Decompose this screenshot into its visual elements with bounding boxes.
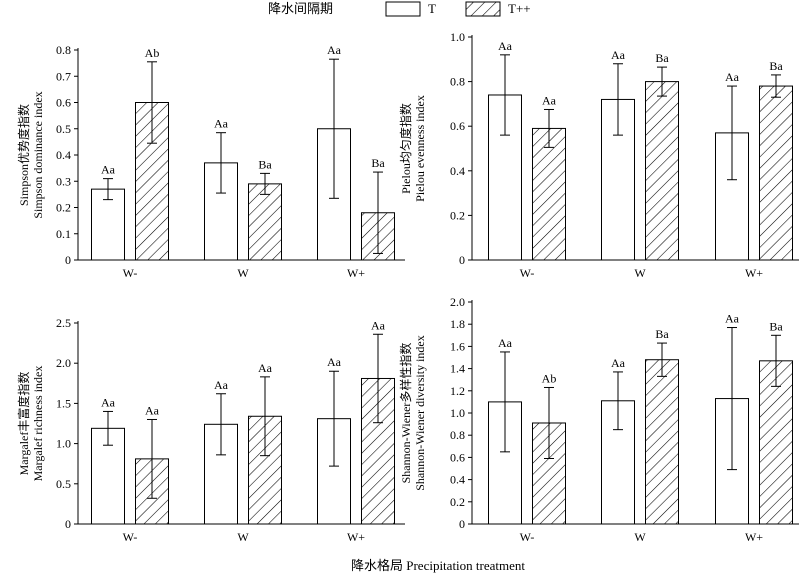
y-tick-label: 0.6	[56, 96, 71, 110]
legend-label-t: T	[428, 1, 436, 16]
y-tick-label: 2.0	[450, 295, 465, 309]
significance-label: Aa	[214, 117, 229, 131]
y-tick-label: 0.4	[450, 164, 465, 178]
legend-swatch-t	[385, 1, 421, 17]
y-tick-label: 2.0	[56, 356, 71, 370]
y-axis-label: Shannon-Wiener diversity index	[413, 335, 427, 490]
significance-label: Aa	[145, 403, 160, 417]
chart-panel-top-right: 0 0.2 0.4 0.6 0.8 1.0 Pielou均匀度指数 Pielou evenne…	[398, 30, 799, 280]
x-tick-label: W	[634, 530, 646, 544]
significance-label: Ba	[769, 59, 783, 73]
y-tick-label: 1.6	[450, 339, 465, 353]
y-axis-label: Simpson优势度指数	[16, 104, 31, 206]
significance-label: Ab	[542, 371, 557, 385]
y-tick-label: 0.4	[450, 473, 465, 487]
legend-title: 降水间隔期	[268, 1, 333, 16]
y-tick-label: 2.5	[56, 316, 71, 330]
y-axis-label: Margalef richness index	[31, 366, 45, 482]
bar-tpp	[645, 81, 679, 261]
significance-label: Aa	[327, 355, 342, 369]
x-tick-label: W+	[347, 530, 365, 544]
x-tick-label: W-	[123, 266, 138, 280]
significance-label: Aa	[498, 39, 513, 53]
bar-tpp	[759, 85, 793, 261]
y-tick-label: 0.8	[450, 75, 465, 89]
y-tick-label: 1.0	[450, 30, 465, 44]
significance-label: Aa	[214, 378, 229, 392]
y-axis-label: Simpson dominance index	[31, 91, 45, 218]
significance-label: Aa	[101, 163, 116, 177]
significance-label: Aa	[327, 43, 342, 57]
x-tick-label: W-	[520, 530, 535, 544]
significance-label: Ba	[371, 156, 385, 170]
significance-label: Aa	[498, 336, 513, 350]
chart-panel-bottom-left: 0 0.5 1.0 1.5 2.0 2.5 Margalef丰富度指数 Margalef ri…	[16, 316, 405, 544]
bar-tpp	[135, 102, 169, 261]
significance-label: Ab	[145, 46, 160, 60]
x-axis-title: 降水格局 Precipitation treatment	[351, 558, 525, 573]
panels: 0 0.1 0.2 0.3 0.4 0.5 0.6 0.7 0.8 Simpson优势度指数 Sim…	[16, 30, 799, 544]
legend-label-tpp: T++	[508, 1, 531, 16]
y-axis-label: Pielou均匀度指数	[398, 103, 413, 194]
chart-panel-top-left: 0 0.1 0.2 0.3 0.4 0.5 0.6 0.7 0.8 Simpson优势度指数 Sim…	[16, 43, 405, 280]
significance-label: Ba	[655, 327, 669, 341]
y-tick-label: 0.3	[56, 174, 71, 188]
y-tick-label: 0.2	[450, 495, 465, 509]
y-tick-label: 0.8	[450, 428, 465, 442]
y-tick-label: 1.0	[56, 437, 71, 451]
y-tick-label: 0.8	[56, 43, 71, 57]
x-tick-label: W	[237, 266, 249, 280]
x-tick-label: W	[237, 530, 249, 544]
bar-tpp	[645, 359, 679, 525]
y-tick-label: 0.1	[56, 227, 71, 241]
x-tick-label: W+	[745, 530, 763, 544]
y-tick-label: 1.8	[450, 317, 465, 331]
x-tick-label: W+	[347, 266, 365, 280]
significance-label: Aa	[371, 318, 386, 332]
significance-label: Aa	[611, 48, 626, 62]
y-tick-label: 0	[65, 253, 71, 267]
y-axis-label: Shannon-Wiener多样性指数	[398, 343, 413, 484]
y-axis-label: Pielou evenness index	[413, 95, 427, 202]
significance-label: Aa	[101, 395, 116, 409]
bar-tpp	[532, 127, 566, 261]
y-tick-label: 0.2	[450, 208, 465, 222]
x-tick-label: W-	[520, 266, 535, 280]
x-tick-label: W+	[745, 266, 763, 280]
x-tick-label: W	[634, 266, 646, 280]
y-tick-label: 1.2	[450, 384, 465, 398]
y-tick-label: 0.2	[56, 201, 71, 215]
legend: 降水间隔期 T T++	[268, 1, 531, 17]
y-tick-label: 0.6	[450, 119, 465, 133]
significance-label: Aa	[725, 312, 740, 326]
y-tick-label: 1.4	[450, 362, 465, 376]
bar-tpp	[248, 183, 282, 261]
significance-label: Aa	[258, 361, 273, 375]
y-tick-label: 0.5	[56, 122, 71, 136]
x-tick-label: W-	[123, 530, 138, 544]
significance-label: Ba	[258, 157, 272, 171]
significance-label: Aa	[611, 356, 626, 370]
y-tick-label: 0	[65, 517, 71, 531]
significance-label: Ba	[769, 319, 783, 333]
bar-t	[91, 188, 125, 261]
y-tick-label: 0.4	[56, 148, 71, 162]
significance-label: Ba	[655, 51, 669, 65]
significance-label: Aa	[725, 70, 740, 84]
y-tick-label: 0.7	[56, 69, 71, 83]
y-tick-label: 1.0	[450, 406, 465, 420]
y-axis-label: Margalef丰富度指数	[16, 372, 31, 476]
y-tick-label: 0	[459, 253, 465, 267]
legend-swatch-tpp	[465, 1, 501, 17]
y-tick-label: 0.6	[450, 450, 465, 464]
y-tick-label: 0.5	[56, 477, 71, 491]
chart-panel-bottom-right: 0 0.2 0.4 0.6 0.8 1.0 1.2 1.4 1.6 1.8 2.0 Shannon-W…	[398, 295, 799, 544]
significance-label: Aa	[542, 93, 557, 107]
y-tick-label: 0	[459, 517, 465, 531]
y-tick-label: 1.5	[56, 396, 71, 410]
